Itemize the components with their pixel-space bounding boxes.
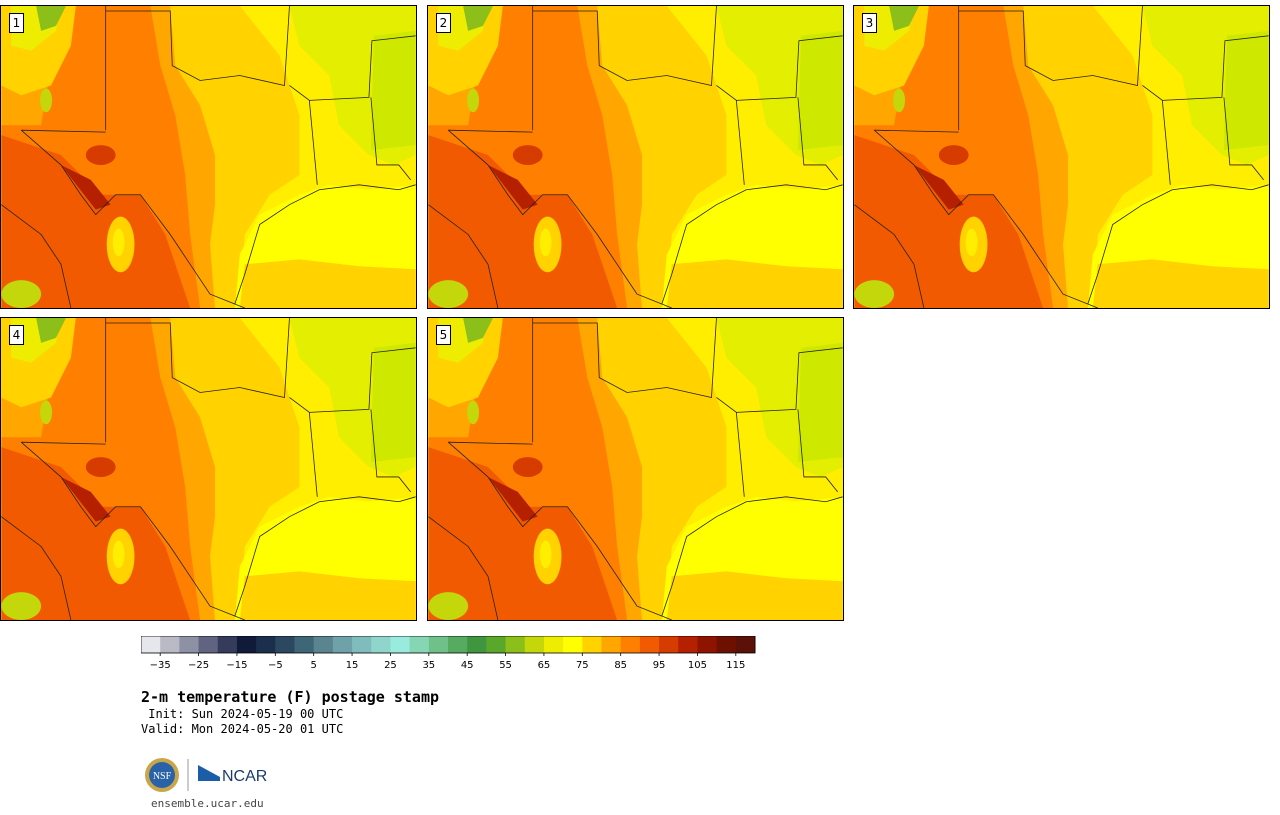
colorbar-swatch [198,636,219,653]
temperature-map [1,6,416,308]
temperature-map [428,6,843,308]
colorbar-tick-label: 95 [653,660,666,671]
member-label: 2 [436,13,451,33]
ensemble-member-panel-5: 5 [427,317,844,621]
temperature-map [1,318,416,620]
colorbar-tick-label: 15 [346,660,359,671]
colorbar-tick-label: 85 [614,660,627,671]
colorbar-swatch [659,636,679,653]
colorbar-swatch [448,636,468,653]
colorbar-tick-label: −15 [226,660,247,671]
colorbar-swatch [697,636,718,653]
member-label: 1 [9,13,24,33]
colorbar-swatch [563,636,583,653]
nsf-logo: NSF [145,758,179,792]
colorbar-tick-label: 25 [384,660,397,671]
colorbar-swatch [543,636,564,653]
colorbar-tick-label: 45 [461,660,474,671]
colorbar-swatch [505,636,526,653]
colorbar-tick-label: 105 [688,660,707,671]
ncar-logo: NCAR [198,765,267,785]
colorbar-swatch [236,636,257,653]
ensemble-member-panel-3: 3 [853,5,1270,309]
svg-text:NCAR: NCAR [222,768,267,785]
colorbar-swatch [735,636,756,653]
colorbar-swatch [390,636,411,653]
colorbar-swatch [486,636,507,653]
colorbar-tick-label: 55 [499,660,512,671]
valid-time: Valid: Mon 2024-05-20 01 UTC [141,722,344,736]
colorbar-swatch [179,636,200,653]
colorbar-tick-label: 75 [576,660,589,671]
colorbar-border [141,636,756,654]
colorbar-swatch [428,636,449,653]
temperature-map [854,6,1269,308]
colorbar-swatch [639,636,660,653]
colorbar-swatch [256,636,276,653]
colorbar-swatch [275,636,295,653]
temperature-colorbar: −35 −25 −15 −5 5 15 25 35 45 55 65 75 85 95 105 115 [141,636,756,671]
colorbar-swatch [620,636,641,653]
svg-text:NSF: NSF [153,771,172,782]
colorbar-swatch [582,636,602,653]
colorbar-swatch [524,636,545,653]
colorbar-swatch [294,636,315,653]
colorbar-swatch [141,636,161,653]
nsf-ncar-logo: NSF NCAR [145,758,267,792]
ensemble-member-panel-1: 1 [0,5,417,309]
ensemble-member-panel-2: 2 [427,5,844,309]
colorbar-swatch [467,636,487,653]
colorbar-tick-label: 115 [726,660,745,671]
colorbar-tick-label: −25 [188,660,209,671]
member-label: 4 [9,325,24,345]
colorbar-swatch [160,636,180,653]
colorbar-swatch [601,636,622,653]
init-time: Init: Sun 2024-05-19 00 UTC [141,707,344,721]
colorbar-swatch [352,636,372,653]
colorbar-tick-label: −35 [150,660,171,671]
colorbar-swatch [217,636,238,653]
colorbar-swatch [409,636,430,653]
colorbar-swatch [716,636,737,653]
plot-title: 2-m temperature (F) postage stamp [141,688,440,706]
colorbar-swatch [371,636,391,653]
colorbar-tick-label: 5 [311,660,317,671]
colorbar-swatch [678,636,698,653]
ensemble-member-panel-4: 4 [0,317,417,621]
source-url: ensemble.ucar.edu [151,797,264,810]
colorbar-swatch [313,636,334,653]
colorbar-swatch [332,636,353,653]
colorbar-tick-label: −5 [268,660,283,671]
member-label: 5 [436,325,451,345]
colorbar-tick-label: 65 [538,660,551,671]
temperature-map [428,318,843,620]
member-label: 3 [862,13,877,33]
colorbar-tick-label: 35 [422,660,435,671]
